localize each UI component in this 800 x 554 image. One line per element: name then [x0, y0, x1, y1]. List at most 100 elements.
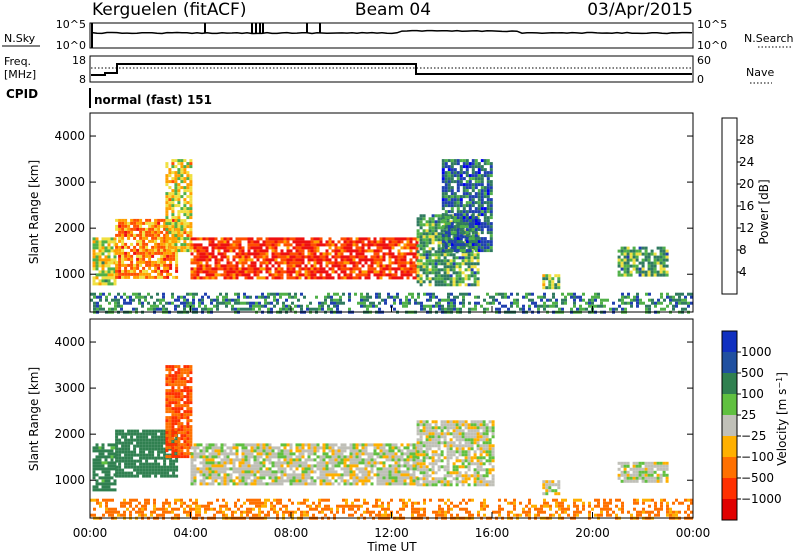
echo-cell [400, 252, 404, 256]
echo-cell [579, 307, 582, 311]
echo-cell [431, 223, 435, 227]
echo-cell [416, 483, 420, 487]
echo-cell [352, 249, 356, 253]
echo-cell [467, 232, 471, 236]
echo-cell [343, 467, 347, 471]
echo-cell [208, 467, 212, 471]
echo-cell [286, 458, 290, 462]
echo-cell [366, 298, 369, 302]
echo-cell [462, 177, 466, 181]
echo-cell [474, 237, 478, 241]
echo-cell [157, 450, 161, 454]
echo-cell [118, 227, 122, 231]
echo-cell [327, 304, 330, 308]
echo-cell [247, 482, 251, 486]
echo-cell [465, 292, 468, 296]
echo-cell [298, 270, 302, 274]
echo-cell [148, 248, 152, 252]
echo-cell [276, 292, 279, 296]
echo-cell [174, 416, 178, 420]
echo-cell [554, 286, 558, 290]
echo-cell [434, 274, 438, 278]
echo-cell [177, 231, 181, 235]
echo-cell [456, 213, 460, 217]
echo-cell [617, 255, 621, 259]
echo-cell [304, 240, 308, 244]
echo-cell [419, 244, 423, 248]
echo-cell [95, 461, 99, 465]
echo-cell [205, 455, 209, 459]
echo-cell [211, 470, 215, 474]
echo-cell [108, 301, 111, 305]
echo-cell [370, 240, 374, 244]
echo-cell [313, 443, 317, 447]
echo-cell [446, 253, 450, 257]
echo-cell [343, 270, 347, 274]
echo-cell [168, 404, 172, 408]
echo-cell [446, 459, 450, 463]
echo-cell [174, 231, 178, 235]
echo-cell [118, 438, 122, 442]
echo-cell [437, 426, 441, 430]
echo-cell [277, 273, 281, 277]
echo-cell [352, 261, 356, 265]
echo-cell [441, 204, 445, 208]
echo-cell [220, 449, 224, 453]
echo-cell [228, 301, 231, 305]
echo-cell [388, 452, 392, 456]
echo-cell [202, 270, 206, 274]
echo-cell [623, 252, 627, 256]
echo-cell [462, 225, 466, 229]
echo-cell [253, 479, 257, 483]
echo-cell [473, 280, 477, 284]
echo-cell [165, 237, 169, 241]
echo-cell [321, 307, 324, 311]
echo-cell [280, 252, 284, 256]
echo-cell [328, 473, 332, 477]
echo-cell [165, 216, 169, 220]
echo-cell [180, 422, 184, 426]
echo-cell [98, 461, 102, 465]
echo-cell [165, 240, 169, 244]
echo-cell [364, 482, 368, 486]
echo-cell [177, 168, 181, 172]
echo-cell [369, 295, 372, 299]
echo-cell [325, 452, 329, 456]
echo-cell [220, 464, 224, 468]
echo-cell [447, 204, 451, 208]
echo-cell [153, 307, 156, 311]
echo-cell [154, 263, 158, 267]
echo-cell [444, 171, 448, 175]
echo-cell [468, 228, 472, 232]
echo-cell [160, 465, 164, 469]
echo-cell [328, 455, 332, 459]
echo-cell [443, 465, 447, 469]
echo-cell [145, 468, 149, 472]
echo-cell [113, 240, 117, 244]
echo-cell [437, 244, 441, 248]
echo-cell [174, 392, 178, 396]
echo-cell [193, 470, 197, 474]
echo-cell [465, 180, 469, 184]
echo-cell [138, 295, 141, 299]
echo-cell [171, 368, 175, 372]
echo-cell [238, 249, 242, 253]
echo-cell [174, 192, 178, 196]
echo-cell [283, 443, 287, 447]
echo-cell [391, 261, 395, 265]
echo-cell [171, 452, 175, 456]
echo-cell [367, 470, 371, 474]
echo-cell [163, 441, 167, 445]
echo-cell [354, 292, 357, 296]
echo-cell [168, 419, 172, 423]
echo-cell [450, 301, 453, 305]
echo-cell [480, 222, 484, 226]
echo-cell [165, 383, 169, 387]
nsky-right-top: 10^5 [697, 18, 727, 31]
echo-cell [127, 245, 131, 249]
echo-cell [471, 198, 475, 202]
echo-cell [355, 473, 359, 477]
echo-cell [432, 292, 435, 296]
echo-cell [419, 420, 423, 424]
echo-cell [391, 470, 395, 474]
